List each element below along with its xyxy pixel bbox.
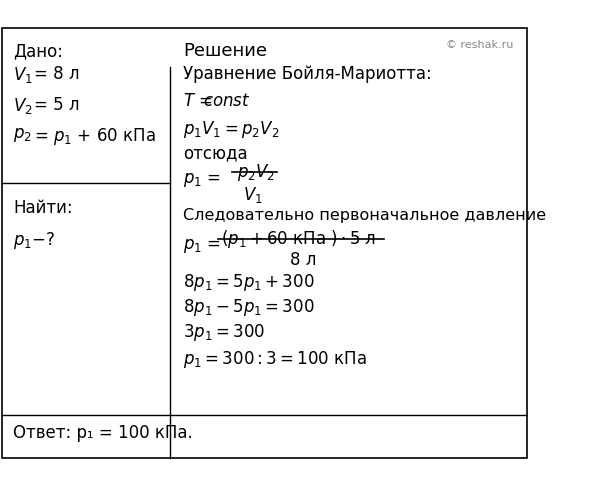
Text: $({\mathit{p}_1 + 60}$ кПа $) \cdot 5$ л: $({\mathit{p}_1 + 60}$ кПа $) \cdot 5$ л [221, 228, 377, 250]
Text: $\mathit{p}_1$ =: $\mathit{p}_1$ = [183, 237, 221, 255]
Text: $\mathit{p}_1$−?: $\mathit{p}_1$−? [14, 229, 56, 251]
Text: $8\mathit{p}_1 - 5\mathit{p}_1 = 300$: $8\mathit{p}_1 - 5\mathit{p}_1 = 300$ [183, 297, 314, 318]
Text: Дано:: Дано: [14, 42, 63, 60]
Text: $\mathit{V}_2$: $\mathit{V}_2$ [14, 96, 33, 116]
Text: Уравнение Бойля-Мариотта:: Уравнение Бойля-Мариотта: [183, 66, 432, 84]
Text: $\mathit{p}_2\mathit{V}_2$: $\mathit{p}_2\mathit{V}_2$ [237, 162, 275, 183]
Text: Решение: Решение [183, 42, 267, 60]
Text: $\mathit{p}_1$ =: $\mathit{p}_1$ = [183, 171, 221, 189]
Text: © reshak.ru: © reshak.ru [446, 40, 513, 51]
Text: 8 л: 8 л [290, 251, 317, 269]
Text: Следовательно первоначальное давление: Следовательно первоначальное давление [183, 208, 546, 223]
Text: $\mathit{p}_1 = 300 : 3 = 100$ кПа: $\mathit{p}_1 = 300 : 3 = 100$ кПа [183, 349, 367, 370]
Text: $\mathit{V}_1$: $\mathit{V}_1$ [243, 185, 262, 205]
Text: $\mathit{T}$ =: $\mathit{T}$ = [183, 92, 214, 110]
Text: $\mathit{V}_1$: $\mathit{V}_1$ [14, 66, 33, 86]
Text: $\mathit{p}_2$: $\mathit{p}_2$ [14, 126, 32, 144]
Text: Ответ: p₁ = 100 кПа.: Ответ: p₁ = 100 кПа. [14, 424, 193, 442]
Text: = 5 л: = 5 л [34, 96, 79, 114]
Text: = $\mathit{p}_1$ + 60 кПа: = $\mathit{p}_1$ + 60 кПа [34, 126, 156, 147]
Text: $8\mathit{p}_1 = 5\mathit{p}_1 + 300$: $8\mathit{p}_1 = 5\mathit{p}_1 + 300$ [183, 273, 314, 294]
Text: $3\mathit{p}_1 = 300$: $3\mathit{p}_1 = 300$ [183, 322, 265, 344]
Text: $\mathit{const}$: $\mathit{const}$ [204, 92, 251, 110]
Text: отсюда: отсюда [183, 144, 247, 162]
Text: Найти:: Найти: [14, 199, 73, 217]
Text: = 8 л: = 8 л [34, 66, 79, 84]
Text: $\mathit{p}_1\mathit{V}_1 = \mathit{p}_2\mathit{V}_2$: $\mathit{p}_1\mathit{V}_1 = \mathit{p}_2… [183, 119, 279, 140]
